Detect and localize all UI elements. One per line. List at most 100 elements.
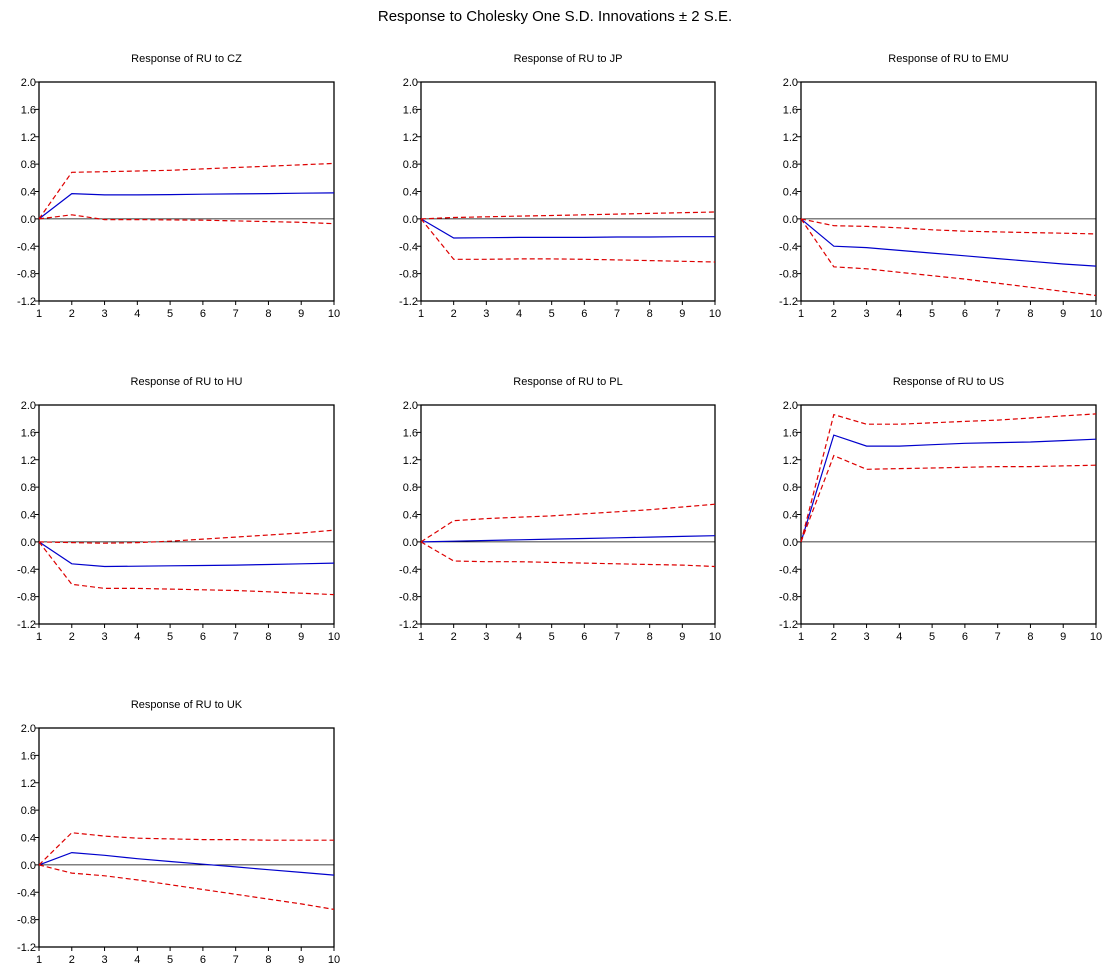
x-tick-label: 9 xyxy=(1060,631,1066,643)
plot-frame xyxy=(38,81,335,302)
lower-band-line xyxy=(38,541,335,596)
y-tick-label: -1.2 xyxy=(779,296,798,308)
x-tick-label: 1 xyxy=(418,308,424,320)
x-tick-label: 6 xyxy=(200,631,206,643)
y-tick-label: 1.2 xyxy=(21,778,36,790)
x-tick-label: 5 xyxy=(549,631,555,643)
upper-band-line xyxy=(38,162,335,220)
y-tick-label: 2.0 xyxy=(783,400,798,412)
x-tick-label: 3 xyxy=(101,308,107,320)
y-tick-label: 0.0 xyxy=(783,214,798,226)
y-tick-label: -0.8 xyxy=(399,269,418,281)
x-tick-label: 6 xyxy=(962,308,968,320)
x-tick-label: 8 xyxy=(647,631,653,643)
y-tick-label: -0.8 xyxy=(399,592,418,604)
y-tick-label: 1.6 xyxy=(21,750,36,762)
upper-band-line xyxy=(800,218,1097,235)
y-tick-label: 1.2 xyxy=(21,455,36,467)
x-tick-label: 2 xyxy=(831,631,837,643)
panel-title: Response of RU to PL xyxy=(513,376,622,388)
x-tick-label: 5 xyxy=(167,631,173,643)
y-tick-label: -0.8 xyxy=(17,269,36,281)
y-tick-label: 2.0 xyxy=(21,77,36,89)
x-tick-label: 7 xyxy=(995,308,1001,320)
lower-band-line xyxy=(420,218,716,263)
plot-frame xyxy=(38,727,335,948)
lower-band-line xyxy=(800,454,1097,543)
lower-band-line xyxy=(38,214,335,225)
x-tick-label: 8 xyxy=(1027,308,1033,320)
x-tick-label: 10 xyxy=(328,954,340,966)
x-tick-label: 6 xyxy=(962,631,968,643)
response-line xyxy=(38,851,335,876)
x-tick-label: 3 xyxy=(101,631,107,643)
x-tick-label: 3 xyxy=(863,308,869,320)
y-tick-label: 1.2 xyxy=(403,132,418,144)
y-tick-label: 1.2 xyxy=(783,455,798,467)
panel-emu: Response of RU to EMU 2.0 1.6 1.2 0.8 0.4 0.0 -… xyxy=(779,53,1102,320)
x-tick-label: 4 xyxy=(896,308,902,320)
x-tick-label: 4 xyxy=(516,631,522,643)
x-tick-label: 5 xyxy=(167,954,173,966)
y-tick-label: -0.4 xyxy=(399,564,418,576)
x-tick-label: 3 xyxy=(863,631,869,643)
y-tick-label: 0.4 xyxy=(21,510,36,522)
y-tick-label: 0.8 xyxy=(21,482,36,494)
figure-title: Response to Cholesky One S.D. Innovation… xyxy=(377,8,733,25)
upper-band-line xyxy=(420,211,716,220)
x-tick-label: 5 xyxy=(549,308,555,320)
y-tick-label: 1.2 xyxy=(783,132,798,144)
x-tick-label: 8 xyxy=(647,308,653,320)
x-tick-label: 1 xyxy=(798,308,804,320)
x-tick-label: 7 xyxy=(995,631,1001,643)
y-tick-label: -0.8 xyxy=(779,269,798,281)
y-tick-label: -0.4 xyxy=(779,241,798,253)
panel-uk: Response of RU to UK 2.0 1.6 1.2 0.8 0.4 0.0 -0… xyxy=(17,699,340,966)
y-tick-label: 0.8 xyxy=(21,805,36,817)
x-tick-label: 2 xyxy=(69,954,75,966)
y-tick-label: 2.0 xyxy=(783,77,798,89)
y-tick-label: 0.4 xyxy=(783,187,798,199)
response-line xyxy=(420,218,715,239)
x-tick-label: 6 xyxy=(200,308,206,320)
x-tick-label: 1 xyxy=(36,954,42,966)
y-tick-label: -0.8 xyxy=(17,915,36,927)
upper-band-line xyxy=(38,529,335,544)
y-tick-label: 1.6 xyxy=(403,104,418,116)
panel-title: Response of RU to CZ xyxy=(131,53,242,65)
x-tick-label: 4 xyxy=(516,308,522,320)
y-tick-label: -0.4 xyxy=(779,564,798,576)
x-tick-label: 2 xyxy=(69,631,75,643)
x-tick-label: 3 xyxy=(483,631,489,643)
panel-title: Response of RU to UK xyxy=(131,699,243,711)
y-tick-label: 0.8 xyxy=(783,482,798,494)
y-tick-label: 2.0 xyxy=(403,400,418,412)
y-tick-label: -1.2 xyxy=(779,619,798,631)
response-line xyxy=(420,535,716,543)
plot-frame xyxy=(420,81,716,302)
y-tick-label: 1.6 xyxy=(783,427,798,439)
y-tick-label: 0.4 xyxy=(403,510,418,522)
x-tick-label: 2 xyxy=(451,631,457,643)
panel-hu: Response of RU to HU 2.0 1.6 1.2 0.8 0.4 0.0 -0… xyxy=(17,376,340,643)
y-tick-label: 0.4 xyxy=(21,187,36,199)
x-tick-label: 10 xyxy=(1090,308,1102,320)
y-tick-label: 1.6 xyxy=(783,104,798,116)
x-tick-label: 4 xyxy=(134,954,140,966)
panel-title: Response of RU to US xyxy=(893,376,1004,388)
y-tick-label: -0.4 xyxy=(17,241,36,253)
y-tick-label: -0.8 xyxy=(17,592,36,604)
y-tick-label: 0.8 xyxy=(21,159,36,171)
x-tick-label: 7 xyxy=(233,954,239,966)
x-tick-label: 8 xyxy=(1027,631,1033,643)
x-tick-label: 1 xyxy=(418,631,424,643)
y-tick-label: 1.6 xyxy=(21,427,36,439)
y-tick-label: 0.0 xyxy=(21,537,36,549)
x-tick-label: 8 xyxy=(265,308,271,320)
panel-jp: Response of RU to JP 2.0 1.6 1.2 0.8 0.4 0.0 -0… xyxy=(399,53,721,320)
x-tick-label: 6 xyxy=(200,954,206,966)
x-tick-label: 1 xyxy=(798,631,804,643)
y-tick-label: 0.8 xyxy=(403,482,418,494)
y-tick-label: 0.4 xyxy=(403,187,418,199)
